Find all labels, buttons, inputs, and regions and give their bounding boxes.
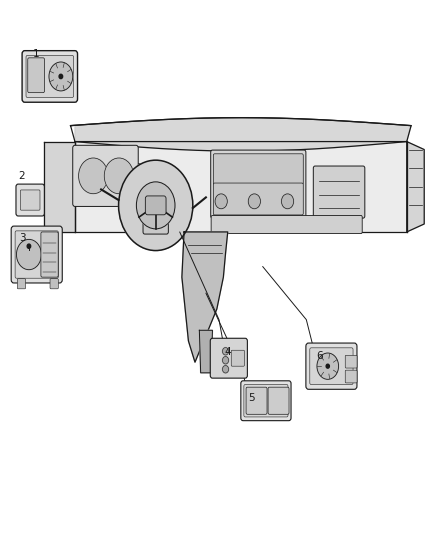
FancyBboxPatch shape [41, 232, 58, 277]
FancyBboxPatch shape [244, 384, 288, 417]
Polygon shape [44, 142, 75, 232]
Circle shape [282, 194, 293, 209]
FancyBboxPatch shape [143, 200, 168, 234]
Text: 5: 5 [248, 393, 255, 403]
FancyBboxPatch shape [241, 381, 291, 421]
Polygon shape [71, 118, 411, 151]
FancyBboxPatch shape [22, 51, 78, 102]
Circle shape [27, 244, 31, 248]
Polygon shape [407, 142, 424, 232]
FancyBboxPatch shape [313, 166, 365, 218]
Circle shape [136, 182, 175, 229]
FancyBboxPatch shape [28, 58, 44, 93]
Circle shape [223, 348, 229, 355]
FancyBboxPatch shape [16, 184, 44, 216]
FancyBboxPatch shape [210, 338, 247, 378]
Circle shape [326, 364, 329, 368]
Text: 4: 4 [224, 347, 231, 357]
FancyBboxPatch shape [345, 356, 357, 368]
FancyBboxPatch shape [17, 279, 25, 289]
FancyBboxPatch shape [213, 183, 303, 215]
Polygon shape [199, 330, 212, 373]
FancyBboxPatch shape [26, 55, 74, 98]
Circle shape [119, 160, 193, 251]
FancyBboxPatch shape [231, 350, 244, 366]
FancyBboxPatch shape [213, 154, 303, 184]
Text: 3: 3 [19, 232, 26, 243]
Circle shape [223, 357, 229, 364]
Text: 2: 2 [18, 172, 25, 181]
FancyBboxPatch shape [15, 231, 58, 278]
FancyBboxPatch shape [310, 348, 353, 384]
Circle shape [104, 158, 134, 193]
Circle shape [17, 239, 41, 270]
Circle shape [223, 366, 229, 373]
Text: 1: 1 [33, 49, 40, 59]
FancyBboxPatch shape [145, 196, 166, 215]
Circle shape [59, 74, 63, 79]
FancyBboxPatch shape [11, 226, 62, 283]
FancyBboxPatch shape [211, 150, 306, 218]
Circle shape [215, 194, 227, 209]
FancyBboxPatch shape [306, 343, 357, 389]
FancyBboxPatch shape [20, 190, 40, 210]
Polygon shape [75, 142, 407, 232]
FancyBboxPatch shape [345, 370, 357, 383]
Text: 6: 6 [316, 351, 323, 361]
FancyBboxPatch shape [268, 387, 289, 414]
FancyBboxPatch shape [50, 279, 58, 289]
Circle shape [78, 158, 108, 193]
FancyBboxPatch shape [73, 146, 138, 206]
Polygon shape [182, 232, 228, 362]
Circle shape [248, 194, 261, 209]
FancyBboxPatch shape [211, 215, 362, 233]
Circle shape [49, 62, 73, 91]
Circle shape [317, 353, 339, 379]
FancyBboxPatch shape [246, 387, 267, 414]
